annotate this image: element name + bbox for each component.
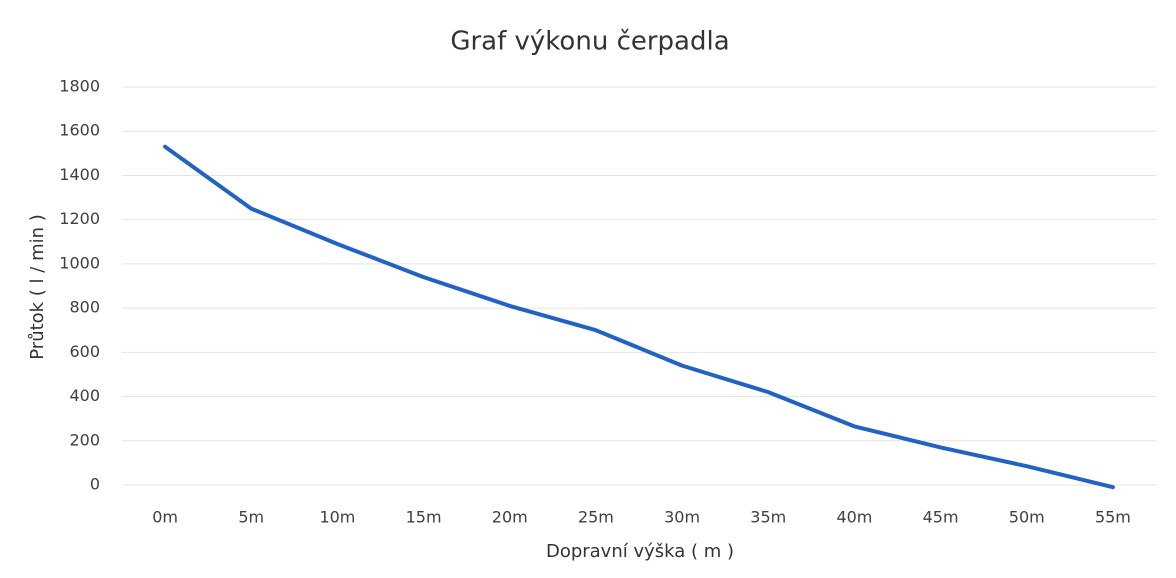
y-tick-label: 1600: [59, 121, 100, 140]
y-tick-label: 1200: [59, 209, 100, 228]
y-tick-label: 1800: [59, 77, 100, 96]
x-tick-label: 35m: [750, 508, 786, 527]
data-line: [163, 144, 1115, 490]
y-tick-label: 0: [90, 475, 100, 494]
chart-title: Graf výkonu čerpadla: [450, 27, 729, 57]
x-tick-label: 15m: [406, 508, 442, 527]
y-tick-label: 600: [69, 342, 100, 361]
x-axis-title: Dopravní výška ( m ): [546, 541, 734, 562]
y-tick-label: 800: [69, 298, 100, 317]
y-tick-label: 1000: [59, 253, 100, 272]
y-axis-title: Průtok ( l / min ): [27, 214, 48, 360]
x-tick-label: 10m: [319, 508, 355, 527]
y-tick-label: 200: [69, 430, 100, 449]
x-tick-label: 5m: [238, 508, 264, 527]
y-tick-label: 400: [69, 386, 100, 405]
x-tick-label: 50m: [1009, 508, 1045, 527]
x-tick-label: 30m: [664, 508, 700, 527]
x-tick-label: 55m: [1095, 508, 1131, 527]
x-tick-label: 0m: [152, 508, 178, 527]
x-tick-label: 25m: [578, 508, 614, 527]
x-tick-label: 40m: [836, 508, 872, 527]
x-tick-label: 45m: [923, 508, 959, 527]
y-tick-label: 1400: [59, 165, 100, 184]
x-tick-label: 20m: [492, 508, 528, 527]
